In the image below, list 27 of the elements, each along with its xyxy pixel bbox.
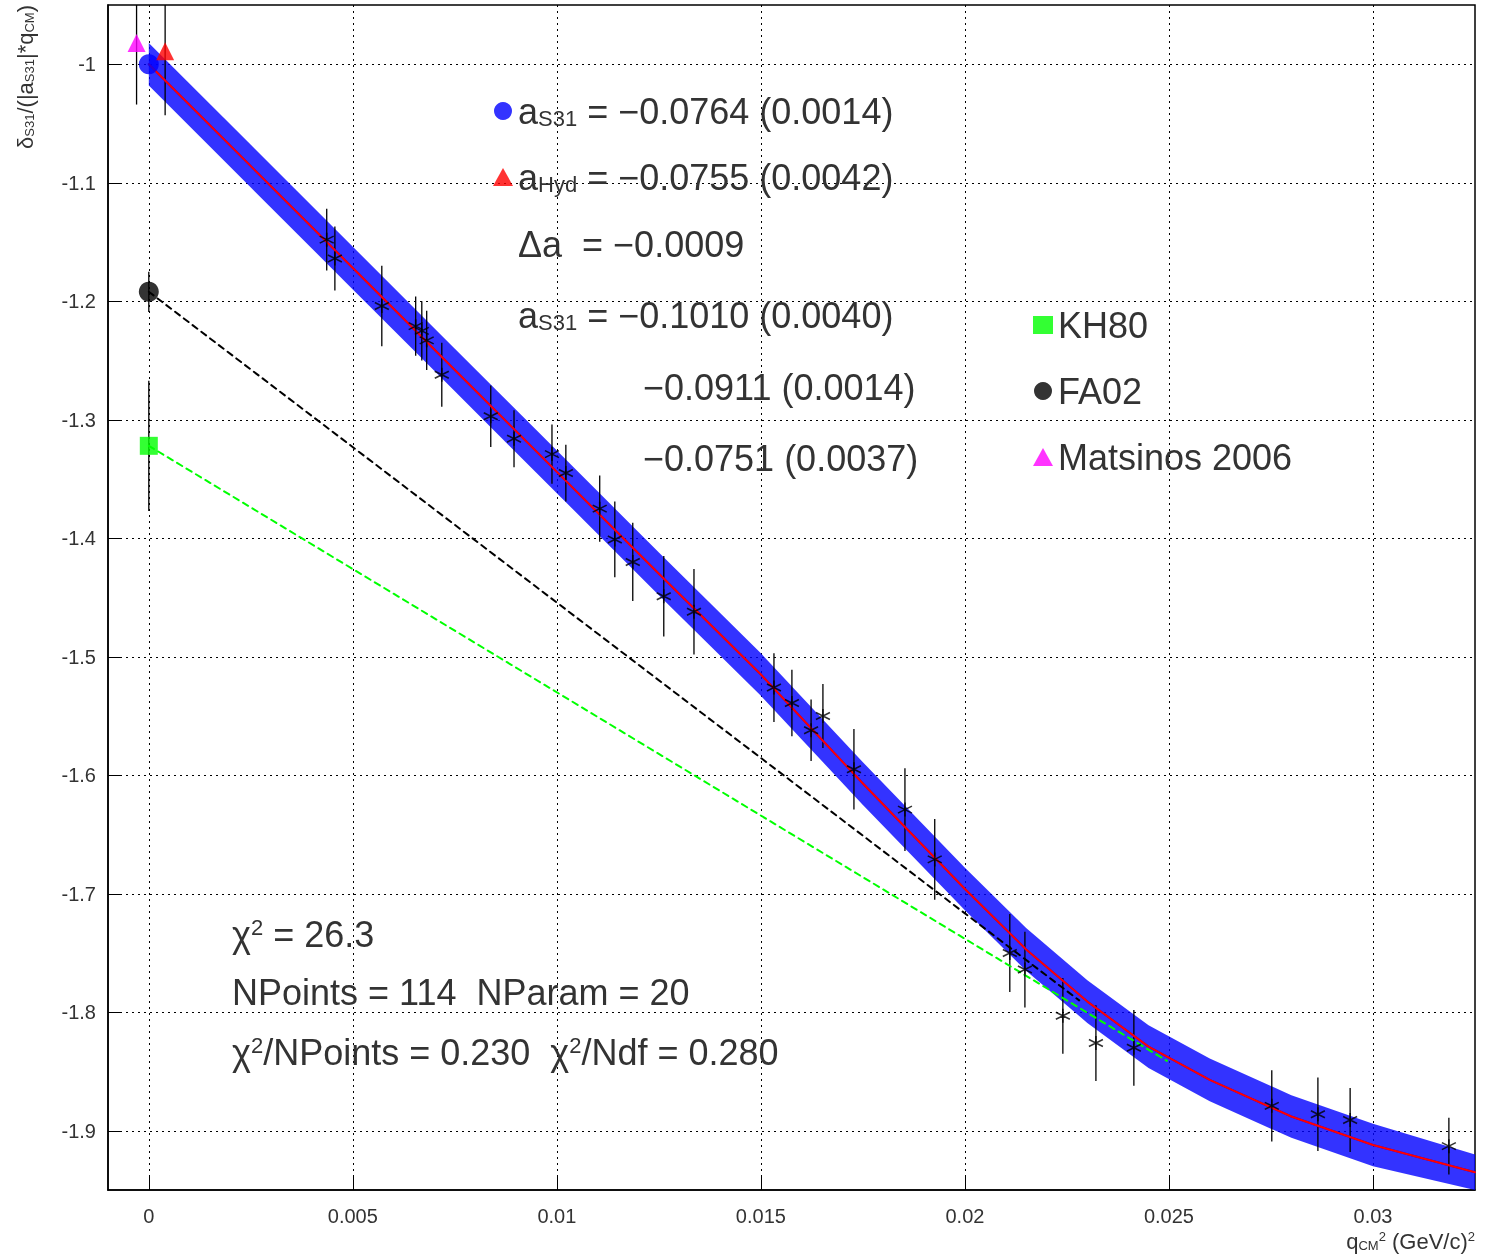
annotation: aS31 = −0.1010 (0.0040) bbox=[518, 294, 894, 336]
y-tick-label: -1.2 bbox=[61, 290, 96, 313]
x-tick-label: 0.005 bbox=[327, 1205, 378, 1227]
y-tick-label: -1.5 bbox=[61, 645, 96, 668]
y-tick-label: -1.4 bbox=[61, 527, 96, 550]
x-tick-label: 0.015 bbox=[735, 1205, 786, 1227]
y-tick-label: -1.3 bbox=[61, 408, 96, 431]
annotation: NPoints = 114 NParam = 20 bbox=[232, 971, 690, 1013]
x-tick-label: 0.01 bbox=[537, 1205, 577, 1227]
x-tick-label: 0.03 bbox=[1353, 1205, 1393, 1227]
legend-label: KH80 bbox=[1058, 304, 1149, 346]
annotation: −0.0751 (0.0037) bbox=[643, 437, 919, 479]
legend-label: Matsinos 2006 bbox=[1058, 436, 1293, 478]
y-tick-label: -1.1 bbox=[61, 171, 96, 194]
y-tick-label: -1.8 bbox=[61, 1001, 96, 1024]
x-tick-label: 0 bbox=[143, 1205, 155, 1227]
legend-label: aS31 = −0.0764 (0.0014) bbox=[518, 90, 894, 132]
annotation: −0.0911 (0.0014) bbox=[643, 366, 916, 408]
legend-label: aHyd = −0.0755 (0.0042) bbox=[518, 156, 894, 198]
y-tick-label: -1.9 bbox=[61, 1119, 96, 1142]
x-tick-label: 0.025 bbox=[1143, 1205, 1194, 1227]
y-tick-label: -1.6 bbox=[61, 764, 96, 787]
y-tick-label: -1 bbox=[78, 53, 96, 76]
x-tick-label: 0.02 bbox=[945, 1205, 985, 1227]
y-tick-label: -1.7 bbox=[61, 882, 96, 905]
annotation: Δa = −0.0009 bbox=[518, 223, 745, 265]
legend-label: FA02 bbox=[1058, 370, 1143, 412]
